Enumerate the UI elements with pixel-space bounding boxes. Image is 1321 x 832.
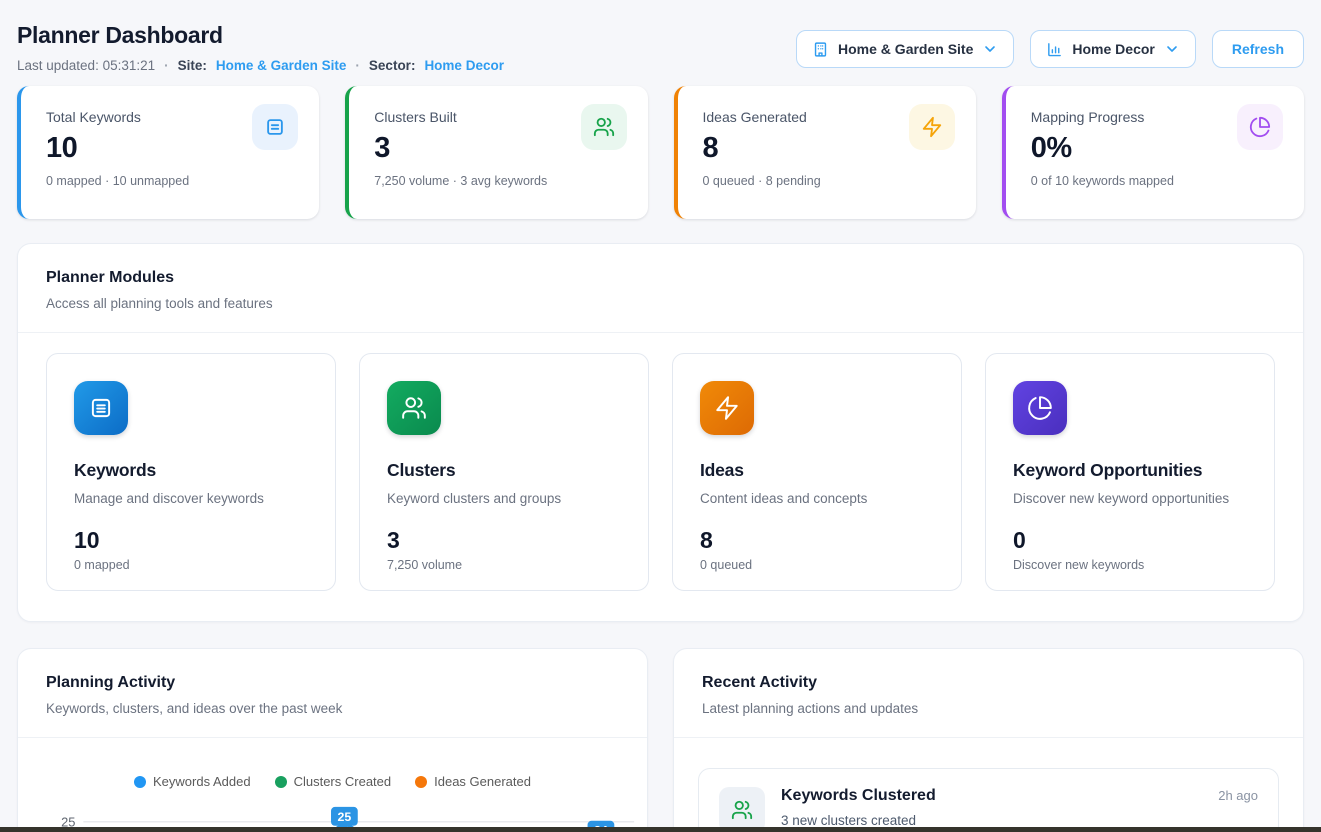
module-card-clusters[interactable]: Clusters Keyword clusters and groups 3 7…	[359, 353, 649, 591]
recent-activity-title: Recent Activity	[702, 674, 1275, 692]
bar-chart-icon	[1046, 41, 1063, 58]
sector-link[interactable]: Home Decor	[424, 58, 504, 73]
legend-label: Ideas Generated	[434, 774, 531, 789]
module-detail: 0 queued	[700, 558, 934, 572]
sector-selector-dropdown[interactable]: Home Decor	[1030, 30, 1195, 68]
site-selector-dropdown[interactable]: Home & Garden Site	[796, 30, 1014, 68]
site-selector-value: Home & Garden Site	[838, 41, 973, 57]
chevron-down-icon	[982, 41, 998, 57]
stat-card-total-keywords: Total Keywords 10 0 mapped · 10 unmapped	[17, 86, 319, 219]
module-detail: Discover new keywords	[1013, 558, 1247, 572]
stat-card-ideas-generated: Ideas Generated 8 0 queued · 8 pending	[674, 86, 976, 219]
svg-text:25: 25	[338, 810, 352, 824]
legend-label: Clusters Created	[294, 774, 392, 789]
stat-detail: 0 of 10 keywords mapped	[1031, 174, 1280, 188]
stat-card-mapping-progress: Mapping Progress 0% 0 of 10 keywords map…	[1002, 86, 1304, 219]
building-icon	[812, 41, 829, 58]
planning-activity-card: Planning Activity Keywords, clusters, an…	[17, 648, 648, 832]
module-card-keywords[interactable]: Keywords Manage and discover keywords 10…	[46, 353, 336, 591]
module-value: 0	[1013, 527, 1247, 554]
pie-chart-icon	[1013, 381, 1067, 435]
document-icon	[74, 381, 128, 435]
module-card-keyword-opportunities[interactable]: Keyword Opportunities Discover new keywo…	[985, 353, 1275, 591]
module-detail: 0 mapped	[74, 558, 308, 572]
module-description: Content ideas and concepts	[700, 491, 934, 506]
recent-activity-card: Recent Activity Latest planning actions …	[673, 648, 1304, 832]
stat-detail: 0 mapped · 10 unmapped	[46, 174, 295, 188]
sector-selector-value: Home Decor	[1072, 41, 1154, 57]
module-description: Discover new keyword opportunities	[1013, 491, 1247, 506]
divider	[18, 737, 647, 738]
activity-item-title: Keywords Clustered	[781, 787, 1202, 805]
legend-dot-blue	[134, 776, 146, 788]
users-icon	[719, 787, 765, 832]
site-link[interactable]: Home & Garden Site	[216, 58, 347, 73]
module-title: Keyword Opportunities	[1013, 460, 1247, 481]
bottom-row: Planning Activity Keywords, clusters, an…	[17, 648, 1304, 832]
module-description: Manage and discover keywords	[74, 491, 308, 506]
planner-dashboard-page: Planner Dashboard Last updated: 05:31:21…	[0, 0, 1321, 832]
header-meta: Last updated: 05:31:21 · Site: Home & Ga…	[17, 58, 504, 73]
planner-modules-section: Planner Modules Access all planning tool…	[17, 243, 1304, 622]
modules-grid: Keywords Manage and discover keywords 10…	[18, 333, 1303, 621]
legend-item-keywords-added[interactable]: Keywords Added	[134, 774, 251, 789]
legend-item-ideas-generated[interactable]: Ideas Generated	[415, 774, 531, 789]
modules-header: Planner Modules Access all planning tool…	[18, 244, 1303, 332]
module-title: Ideas	[700, 460, 934, 481]
modules-subtitle: Access all planning tools and features	[46, 296, 1275, 311]
meta-separator: ·	[164, 58, 169, 73]
header-left: Planner Dashboard Last updated: 05:31:21…	[17, 22, 504, 73]
activity-item-body: Keywords Clustered 3 new clusters create…	[781, 785, 1202, 828]
lightning-icon	[700, 381, 754, 435]
recent-activity-header: Recent Activity Latest planning actions …	[674, 649, 1303, 737]
chevron-down-icon	[1164, 41, 1180, 57]
legend-label: Keywords Added	[153, 774, 251, 789]
module-title: Keywords	[74, 460, 308, 481]
legend-item-clusters-created[interactable]: Clusters Created	[275, 774, 392, 789]
module-value: 10	[74, 527, 308, 554]
planning-activity-header: Planning Activity Keywords, clusters, an…	[18, 649, 647, 737]
legend-dot-green	[275, 776, 287, 788]
divider	[674, 737, 1303, 738]
pie-chart-icon	[1237, 104, 1283, 150]
planning-activity-subtitle: Keywords, clusters, and ideas over the p…	[46, 701, 619, 716]
module-title: Clusters	[387, 460, 621, 481]
recent-activity-subtitle: Latest planning actions and updates	[702, 701, 1275, 716]
module-value: 8	[700, 527, 934, 554]
users-icon	[581, 104, 627, 150]
module-value: 3	[387, 527, 621, 554]
header-actions: Home & Garden Site Home Decor Refresh	[796, 30, 1304, 68]
activity-list-item: Keywords Clustered 3 new clusters create…	[698, 768, 1279, 832]
meta-separator-2: ·	[355, 58, 360, 73]
module-description: Keyword clusters and groups	[387, 491, 621, 506]
module-detail: 7,250 volume	[387, 558, 621, 572]
stats-row: Total Keywords 10 0 mapped · 10 unmapped…	[17, 86, 1304, 219]
bottom-edge-bar	[0, 827, 1321, 832]
module-card-ideas[interactable]: Ideas Content ideas and concepts 8 0 que…	[672, 353, 962, 591]
chart-legend: Keywords Added Clusters Created Ideas Ge…	[18, 774, 647, 789]
document-icon	[252, 104, 298, 150]
legend-dot-orange	[415, 776, 427, 788]
activity-item-description: 3 new clusters created	[781, 813, 1202, 828]
activity-item-timestamp: 2h ago	[1218, 788, 1258, 803]
stat-detail: 0 queued · 8 pending	[703, 174, 952, 188]
page-title: Planner Dashboard	[17, 22, 504, 49]
page-header: Planner Dashboard Last updated: 05:31:21…	[17, 0, 1304, 73]
stat-card-clusters-built: Clusters Built 3 7,250 volume · 3 avg ke…	[345, 86, 647, 219]
users-icon	[387, 381, 441, 435]
site-label: Site:	[178, 58, 207, 73]
lightning-icon	[909, 104, 955, 150]
last-updated-text: Last updated: 05:31:21	[17, 58, 155, 73]
planning-activity-title: Planning Activity	[46, 674, 619, 692]
stat-detail: 7,250 volume · 3 avg keywords	[374, 174, 623, 188]
refresh-button[interactable]: Refresh	[1212, 30, 1304, 68]
modules-title: Planner Modules	[46, 269, 1275, 287]
sector-label: Sector:	[369, 58, 416, 73]
